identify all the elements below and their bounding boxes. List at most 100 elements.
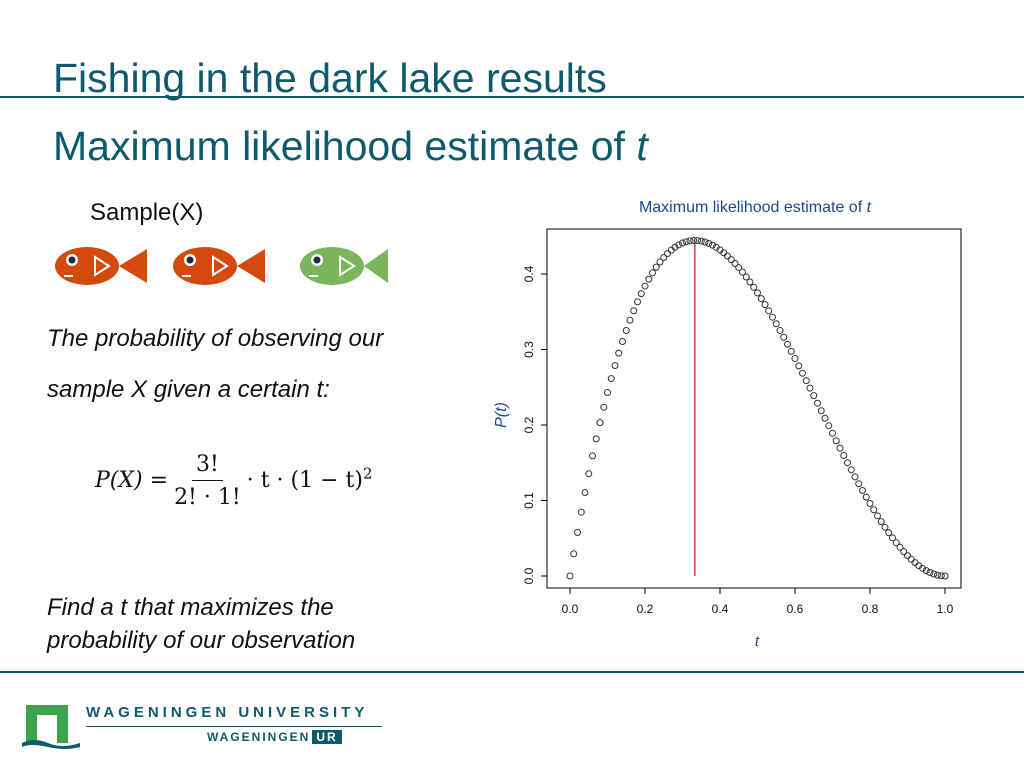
subtitle-prefix: Maximum likelihood estimate of: [53, 123, 637, 169]
footer-logo-rule: [86, 726, 382, 727]
data-point: [761, 301, 769, 309]
data-point: [754, 289, 761, 297]
data-point: [889, 534, 896, 542]
wageningen-ur-logo: WAGENINGEN UR: [207, 730, 342, 744]
page-title: Fishing in the dark lake results: [53, 55, 607, 101]
y-tick-label: 0.4: [522, 265, 536, 282]
y-axis-label: P(t): [493, 402, 510, 428]
data-point: [904, 552, 911, 560]
data-point: [615, 349, 623, 357]
data-point: [645, 275, 653, 283]
formula-fraction: 3! 2! · 1!: [174, 452, 241, 510]
data-point: [765, 307, 773, 315]
data-point: [679, 239, 686, 247]
data-point: [829, 429, 836, 437]
likelihood-chart: 0.00.10.20.30.4 0.0 0.2 0.4 0.6 0.8 1.0 P(t) …: [493, 228, 962, 650]
data-point: [825, 422, 833, 430]
data-point: [892, 539, 900, 547]
data-point: [776, 326, 784, 334]
data-point: [926, 569, 934, 577]
data-point: [727, 256, 735, 264]
data-point: [787, 347, 795, 355]
data-point: [784, 340, 791, 348]
data-point: [840, 451, 848, 459]
find-text-line-2: probability of our observation: [47, 627, 356, 654]
probability-text-line-2: sample X given a certain t:: [47, 376, 330, 403]
data-point: [769, 313, 776, 321]
data-point: [686, 237, 694, 245]
data-point: [739, 268, 746, 276]
data-point: [746, 278, 754, 286]
ur-suffix: UR: [312, 730, 342, 744]
y-tick-label: 0.0: [522, 567, 536, 584]
chart-title-variable: t: [866, 199, 872, 216]
data-point: [817, 407, 825, 415]
data-point: [832, 437, 840, 445]
x-tick-label: 0.2: [637, 602, 654, 616]
university-logo-icon: [22, 705, 80, 749]
data-point: [874, 512, 881, 520]
header-divider: [0, 96, 1024, 98]
y-axis: 0.0 0.1 0.2 0.3 0.4: [522, 265, 547, 584]
data-point: [709, 241, 716, 249]
data-point: [844, 459, 851, 467]
data-point: [652, 263, 660, 271]
fish-icon-1: [55, 247, 147, 285]
data-point: [802, 377, 810, 385]
page-subtitle: Maximum likelihood estimate of t: [53, 126, 648, 167]
data-point: [866, 500, 874, 508]
data-point: [690, 236, 698, 244]
data-point: [877, 518, 885, 526]
fish-icon-3: [300, 247, 388, 285]
y-tick-label: 0.1: [522, 492, 536, 509]
y-tick-label: 0.3: [522, 341, 536, 358]
data-point: [724, 252, 731, 260]
data-point: [780, 333, 788, 341]
sample-label: Sample(X): [90, 199, 204, 226]
data-point: [742, 273, 750, 281]
data-point: [619, 337, 626, 345]
data-point: [896, 543, 904, 551]
data-point: [649, 269, 656, 277]
data-point: [870, 506, 878, 514]
data-point: [581, 489, 589, 497]
data-point: [574, 528, 581, 536]
formula-rhs: · t · (1 − t): [246, 468, 363, 493]
data-point: [585, 470, 593, 478]
data-point: [675, 241, 683, 249]
data-point: [671, 243, 679, 251]
data-point: [596, 419, 604, 427]
data-point: [664, 250, 671, 258]
data-point: [570, 550, 578, 558]
x-axis: 0.0 0.2 0.4 0.6 0.8 1.0: [562, 588, 954, 616]
data-point: [701, 238, 709, 246]
data-point: [660, 253, 668, 261]
data-point: [705, 239, 713, 247]
data-point: [750, 283, 758, 291]
data-point: [855, 480, 863, 488]
x-tick-label: 0.6: [787, 602, 804, 616]
formula-exponent: 2: [362, 464, 373, 483]
data-point: [881, 523, 889, 531]
y-tick-label: 0.2: [522, 416, 536, 433]
chart-title-prefix: Maximum likelihood estimate of: [638, 199, 867, 216]
data-point: [630, 307, 638, 315]
data-point: [637, 290, 645, 298]
data-point: [634, 298, 641, 306]
data-point: [930, 570, 938, 578]
data-point: [836, 444, 844, 452]
data-point: [922, 567, 930, 575]
data-point: [859, 486, 866, 494]
data-point: [847, 466, 855, 474]
chart-title: Maximum likelihood estimate of t: [560, 199, 950, 217]
ur-prefix: WAGENINGEN: [207, 730, 311, 744]
data-point: [589, 452, 596, 460]
data-point: [626, 316, 634, 324]
data-point: [814, 399, 821, 407]
data-point: [622, 327, 630, 335]
data-point: [641, 282, 649, 290]
data-point: [799, 369, 806, 377]
likelihood-formula: P(X) = 3! 2! · 1! · t · (1 − t)2: [95, 452, 373, 510]
data-point: [682, 238, 690, 246]
data-point: [821, 414, 829, 422]
